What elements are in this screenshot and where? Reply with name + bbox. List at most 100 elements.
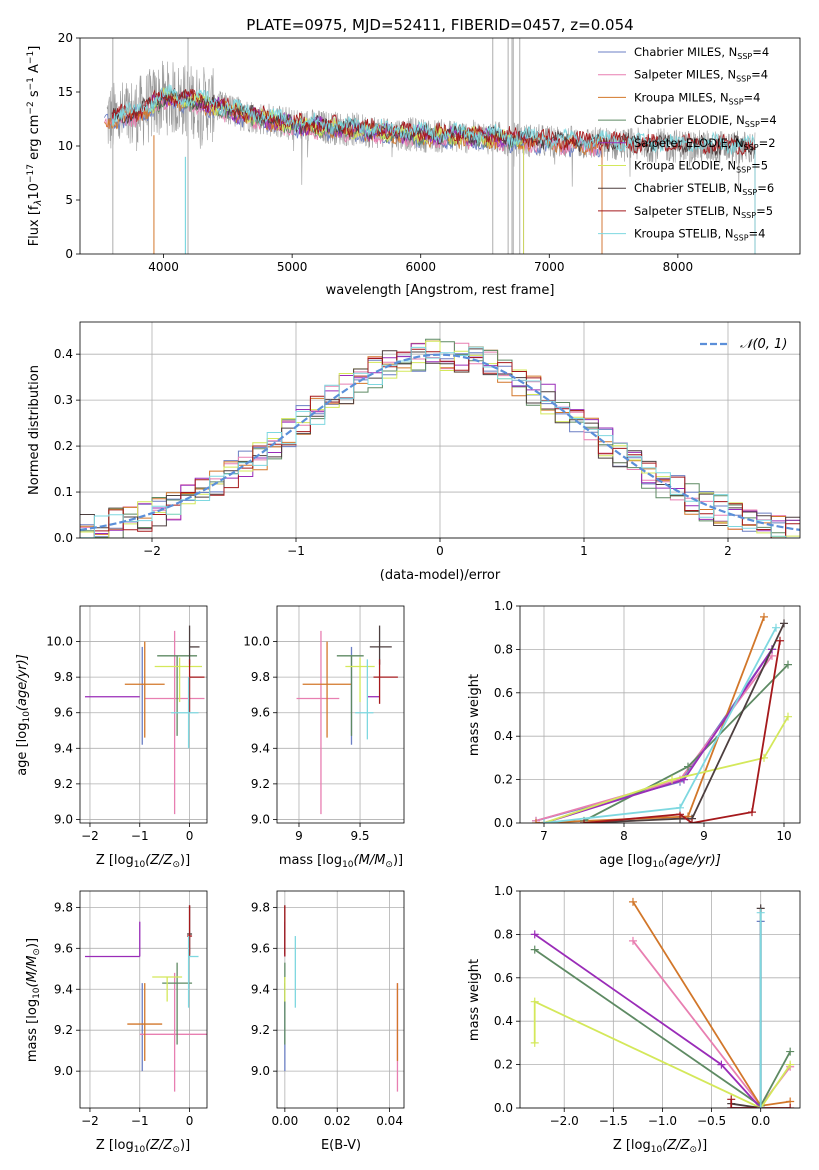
weight-marker bbox=[580, 819, 588, 823]
legend-entry: Chabrier STELIB, NSSP=6 bbox=[634, 181, 774, 197]
y-tick-label: 0.4 bbox=[494, 729, 513, 743]
histogram-chabrier-elodie bbox=[80, 338, 800, 538]
axes-residuals: −2 −1 0 1 2 0.0 0.1 0.2 0.3 0.4 𝒩(0, 1) (data-model… bbox=[27, 321, 801, 583]
axes-age_vs_Z: −2 −1 0 9.0 9.2 9.4 9.6 9.8 10.0 Z [log10(Z/Z⊙)] a… bbox=[15, 605, 208, 870]
axes-weight_vs_age: 7 8 9 10 0.0 0.2 0.4 0.6 0.8 1.0 age [log10(age/yr… bbox=[467, 599, 801, 870]
weight-marker bbox=[727, 1095, 736, 1104]
y-tick-label: 0.0 bbox=[54, 531, 73, 545]
x-tick-label: −2 bbox=[143, 544, 161, 558]
axes-frame-age_vs_Z bbox=[79, 605, 208, 824]
weight-marker bbox=[717, 1060, 726, 1069]
y-tick-label: 0.8 bbox=[494, 927, 513, 941]
x-tick-label: 1 bbox=[580, 544, 588, 558]
weight-marker bbox=[530, 1038, 539, 1047]
x-tick-label: 4000 bbox=[148, 260, 179, 274]
y-tick-label: 0.0 bbox=[494, 816, 513, 830]
y-tick-label: 9.6 bbox=[251, 706, 270, 720]
weight-marker bbox=[780, 619, 788, 628]
weight-marker bbox=[784, 712, 792, 721]
plot-area-residuals bbox=[80, 338, 800, 538]
x-tick-label: 0 bbox=[186, 829, 194, 843]
y-tick-label: 0.1 bbox=[54, 485, 73, 499]
y-tick-label: 9.0 bbox=[251, 1064, 270, 1078]
y-tick-label: 9.8 bbox=[251, 900, 270, 914]
weight-line-salpeter-stelib bbox=[730, 1099, 791, 1108]
x-tick-label: 8 bbox=[620, 829, 628, 843]
y-tick-label: 9.4 bbox=[251, 741, 270, 755]
model-line-kroupa-stelib bbox=[111, 84, 756, 155]
weight-line-kroupa-elodie bbox=[543, 716, 789, 823]
axes-spectrum: 4000 5000 6000 7000 8000 0 5 10 15 20 wavelength [… bbox=[26, 31, 801, 298]
x-tick-label: 9.5 bbox=[350, 829, 369, 843]
weight-line-kroupa-elodie bbox=[533, 1000, 791, 1108]
x-tick-label: 7000 bbox=[534, 260, 565, 274]
x-tick-label: 9 bbox=[700, 829, 708, 843]
x-tick-label: −2 bbox=[81, 1114, 99, 1128]
legend-entry: Kroupa ELODIE, NSSP=5 bbox=[634, 159, 768, 175]
y-axis-label: Flux [fλ10−17 erg cm−2 s−1 A−1] bbox=[26, 46, 44, 247]
figure-title: PLATE=0975, MJD=52411, FIBERID=0457, z=0… bbox=[246, 16, 633, 34]
plot-area-age_vs_Z bbox=[84, 625, 205, 815]
plot-area-mass_vs_ebv bbox=[284, 905, 399, 1092]
weight-marker bbox=[727, 1104, 736, 1108]
y-tick-label: 0.4 bbox=[54, 347, 73, 361]
axes-mass_vs_Z: −2 −1 0 9.0 9.2 9.4 9.6 9.8 Z [log10(Z/Z⊙)] mass … bbox=[25, 890, 208, 1155]
x-tick-label: 0 bbox=[436, 544, 444, 558]
y-tick-label: 9.2 bbox=[251, 777, 270, 791]
y-tick-label: 1.0 bbox=[494, 599, 513, 613]
legend-entry: Salpeter MILES, NSSP=4 bbox=[634, 68, 768, 84]
y-tick-label: 9.6 bbox=[54, 941, 73, 955]
axes-mass_vs_ebv: 0.00 0.02 0.04 9.0 9.2 9.4 9.6 9.8 E(B-V) bbox=[251, 890, 405, 1153]
y-tick-label: 10 bbox=[58, 139, 73, 153]
y-axis-label: age [log10(age/yr)] bbox=[15, 654, 32, 776]
axes-frame-mass_vs_Z bbox=[79, 890, 208, 1109]
x-tick-label: −1 bbox=[287, 544, 305, 558]
axes-frame-weight_vs_age bbox=[519, 605, 801, 824]
y-tick-label: 9.4 bbox=[251, 982, 270, 996]
y-tick-label: 9.6 bbox=[251, 941, 270, 955]
legend-entry: Kroupa MILES, NSSP=4 bbox=[634, 90, 760, 106]
plot-area-weight_vs_Z bbox=[530, 897, 795, 1108]
y-tick-label: 0.2 bbox=[54, 439, 73, 453]
legend-entry: 𝒩(0, 1) bbox=[740, 337, 787, 352]
x-tick-label: 0.00 bbox=[271, 1114, 298, 1128]
weight-marker bbox=[668, 775, 676, 784]
weight-line-salpeter-stelib bbox=[583, 640, 781, 823]
y-tick-label: 1.0 bbox=[494, 884, 513, 898]
weight-marker bbox=[748, 808, 756, 817]
weight-marker bbox=[688, 819, 696, 823]
axes-frame-residuals bbox=[79, 321, 801, 539]
normal-curve bbox=[80, 353, 800, 531]
weight-marker bbox=[532, 819, 540, 823]
y-axis-label: Normed distribution bbox=[27, 365, 42, 495]
y-axis-label: mass [log10(M/M⊙)] bbox=[25, 938, 42, 1062]
plot-area-mass_vs_Z bbox=[84, 905, 207, 1092]
y-tick-label: 0.6 bbox=[494, 971, 513, 985]
x-tick-label: −1.5 bbox=[599, 1114, 628, 1128]
plot-area-spectrum bbox=[104, 38, 756, 254]
x-tick-label: 0.02 bbox=[324, 1114, 351, 1128]
x-tick-label: 0.04 bbox=[376, 1114, 403, 1128]
y-tick-label: 0.2 bbox=[494, 773, 513, 787]
legend-entry: Salpeter ELODIE, NSSP=2 bbox=[634, 136, 776, 152]
weight-marker bbox=[530, 945, 539, 954]
x-tick-label: −0.5 bbox=[697, 1114, 726, 1128]
weight-marker bbox=[676, 803, 684, 812]
y-tick-label: 0.6 bbox=[494, 686, 513, 700]
legend-entry: Chabrier MILES, NSSP=4 bbox=[634, 45, 769, 61]
x-axis-label: E(B-V) bbox=[321, 1138, 361, 1153]
legend-entry: Kroupa STELIB, NSSP=4 bbox=[634, 227, 765, 243]
plot-area-age_vs_mass bbox=[296, 625, 398, 815]
weight-marker bbox=[628, 936, 637, 945]
axes-age_vs_mass: 9 9.5 9.0 9.2 9.4 9.6 9.8 10.0 mass [log10(M/M⊙)… bbox=[243, 605, 405, 870]
x-tick-label: 10 bbox=[776, 829, 791, 843]
x-tick-label: −1.0 bbox=[648, 1114, 677, 1128]
x-tick-label: −1 bbox=[131, 829, 149, 843]
x-tick-label: −2 bbox=[81, 829, 99, 843]
weight-marker bbox=[530, 997, 539, 1006]
y-tick-label: 0.4 bbox=[494, 1014, 513, 1028]
x-tick-label: −2.0 bbox=[550, 1114, 579, 1128]
y-tick-label: 9.8 bbox=[251, 670, 270, 684]
axes-frame-weight_vs_Z bbox=[519, 890, 801, 1109]
